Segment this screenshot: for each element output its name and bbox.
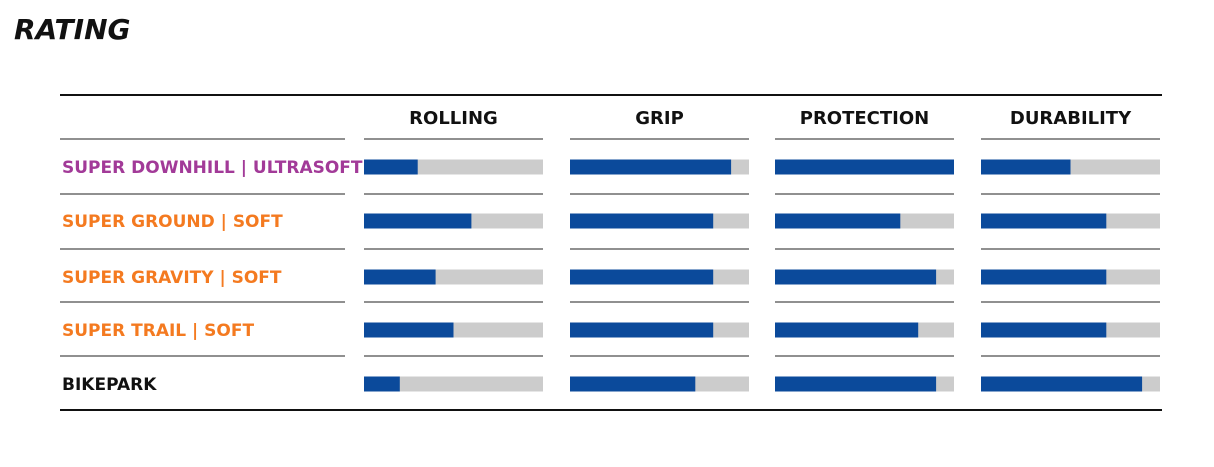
bar [981,376,1143,392]
bar [981,322,1107,338]
column-header: ROLLING [409,108,498,129]
column-header: DURABILITY [1010,108,1132,129]
bar [364,269,436,285]
bar [775,322,919,338]
bar-track [364,376,543,392]
bar [570,269,714,285]
bar [981,159,1071,175]
bar [775,269,937,285]
bar [364,213,472,229]
bar [981,269,1107,285]
chart-title: RATING [14,13,130,46]
bar [570,159,732,175]
row-label: SUPER TRAIL | SOFT [62,321,254,341]
column-header: GRIP [635,108,684,129]
bar [570,213,714,229]
bar [981,213,1107,229]
bar [775,213,901,229]
row-label: SUPER DOWNHILL | ULTRASOFT [62,158,363,178]
bar [570,376,696,392]
bar [775,159,954,175]
row-label: BIKEPARK [62,375,157,395]
row-label: SUPER GROUND | SOFT [62,212,283,232]
column-header: PROTECTION [800,108,929,129]
bar [570,322,714,338]
bar [775,376,937,392]
bar [364,159,418,175]
row-label: SUPER GRAVITY | SOFT [62,268,282,288]
bar [364,322,454,338]
bar [364,376,400,392]
